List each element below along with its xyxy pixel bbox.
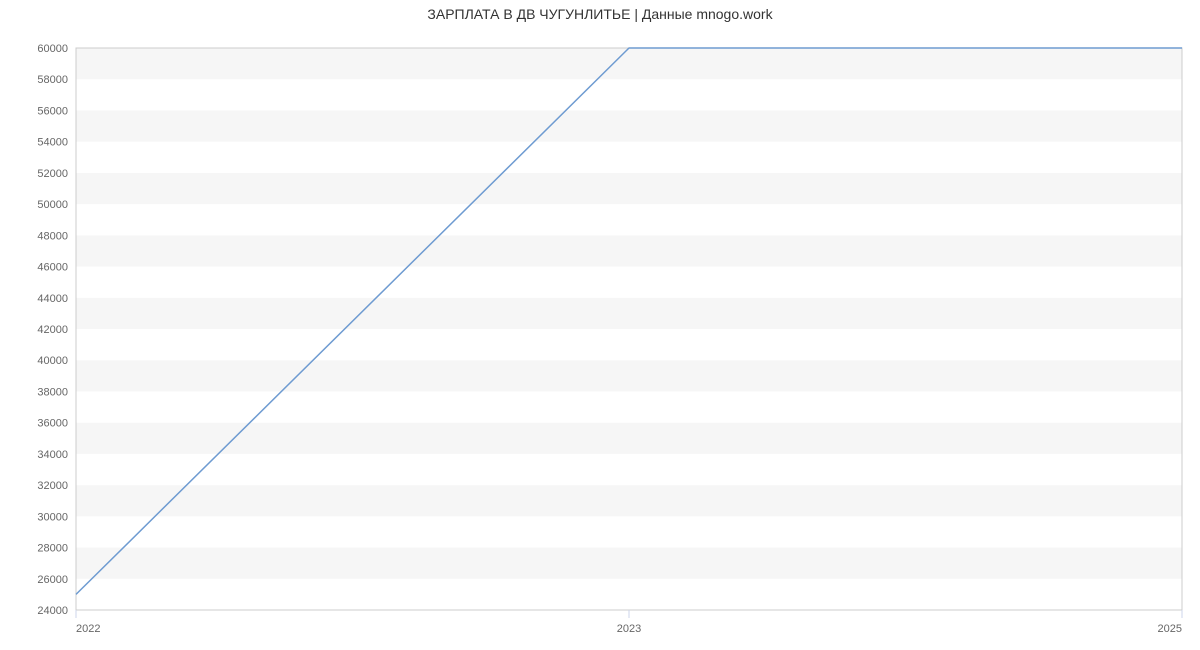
y-tick-label: 52000 <box>37 168 68 180</box>
chart-svg: 24000 26000 28000 30000 32000 34000 36000 38000… <box>0 0 1200 650</box>
y-tick-label: 28000 <box>37 543 68 555</box>
y-tick-label: 42000 <box>37 324 68 336</box>
x-tick-label: 2025 <box>1158 623 1182 635</box>
y-tick-label: 58000 <box>37 74 68 86</box>
y-tick-label: 26000 <box>37 574 68 586</box>
y-tick-label: 56000 <box>37 105 68 117</box>
x-tick-label: 2023 <box>617 623 641 635</box>
y-tick-label: 36000 <box>37 418 68 430</box>
y-tick-label: 34000 <box>37 449 68 461</box>
y-tick-label: 24000 <box>37 605 68 617</box>
y-tick-label: 54000 <box>37 137 68 149</box>
y-tick-label: 30000 <box>37 511 68 523</box>
x-tick-label: 2022 <box>76 623 100 635</box>
y-tick-label: 48000 <box>37 230 68 242</box>
y-tick-label: 60000 <box>37 43 68 55</box>
y-tick-label: 46000 <box>37 262 68 274</box>
y-tick-label: 50000 <box>37 199 68 211</box>
y-tick-label: 44000 <box>37 293 68 305</box>
salary-line-chart: ЗАРПЛАТА В ДВ ЧУГУНЛИТЬЕ | Данные mnogo.… <box>0 0 1200 650</box>
y-tick-label: 32000 <box>37 480 68 492</box>
y-tick-label: 40000 <box>37 355 68 367</box>
chart-title: ЗАРПЛАТА В ДВ ЧУГУНЛИТЬЕ | Данные mnogo.… <box>0 6 1200 22</box>
y-tick-label: 38000 <box>37 386 68 398</box>
